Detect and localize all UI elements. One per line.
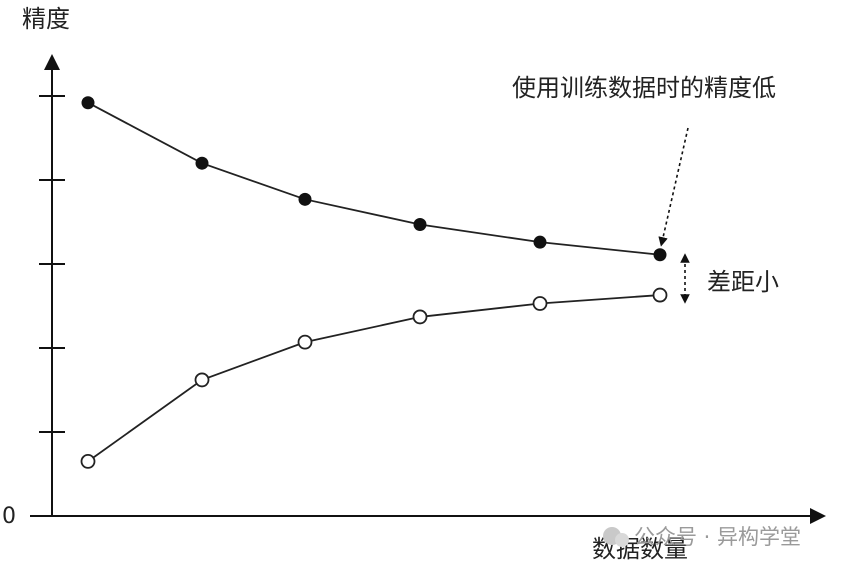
series-1-point-3	[297, 334, 313, 350]
series-0-point-1	[81, 96, 95, 110]
series-0-line	[87, 101, 661, 256]
series-1-point-1	[80, 453, 96, 469]
y-axis-label: 精度	[22, 5, 70, 33]
annotation-arrow	[658, 127, 689, 247]
origin-label: 0	[2, 504, 16, 529]
series-1-point-4	[412, 309, 428, 325]
annotation-low-precision: 使用训练数据时的精度低	[512, 74, 776, 102]
wechat-icon-bubble	[615, 533, 629, 547]
series-0-point-2	[195, 156, 209, 170]
series-layer	[80, 96, 668, 469]
y-ticks	[39, 95, 65, 433]
series-1-point-6	[652, 287, 668, 303]
series-0-point-5	[533, 235, 547, 249]
series-0-point-4	[413, 218, 427, 232]
watermark: 公众号 · 异构学堂	[603, 525, 801, 549]
annotation-small-gap: 差距小	[707, 268, 779, 296]
series-0-point-3	[298, 192, 312, 206]
series-1-point-5	[532, 296, 548, 311]
series-1-line	[87, 294, 661, 463]
series-1-point-2	[194, 372, 210, 388]
watermark-text: 公众号 · 异构学堂	[634, 525, 801, 549]
series-0-point-6	[653, 248, 667, 262]
